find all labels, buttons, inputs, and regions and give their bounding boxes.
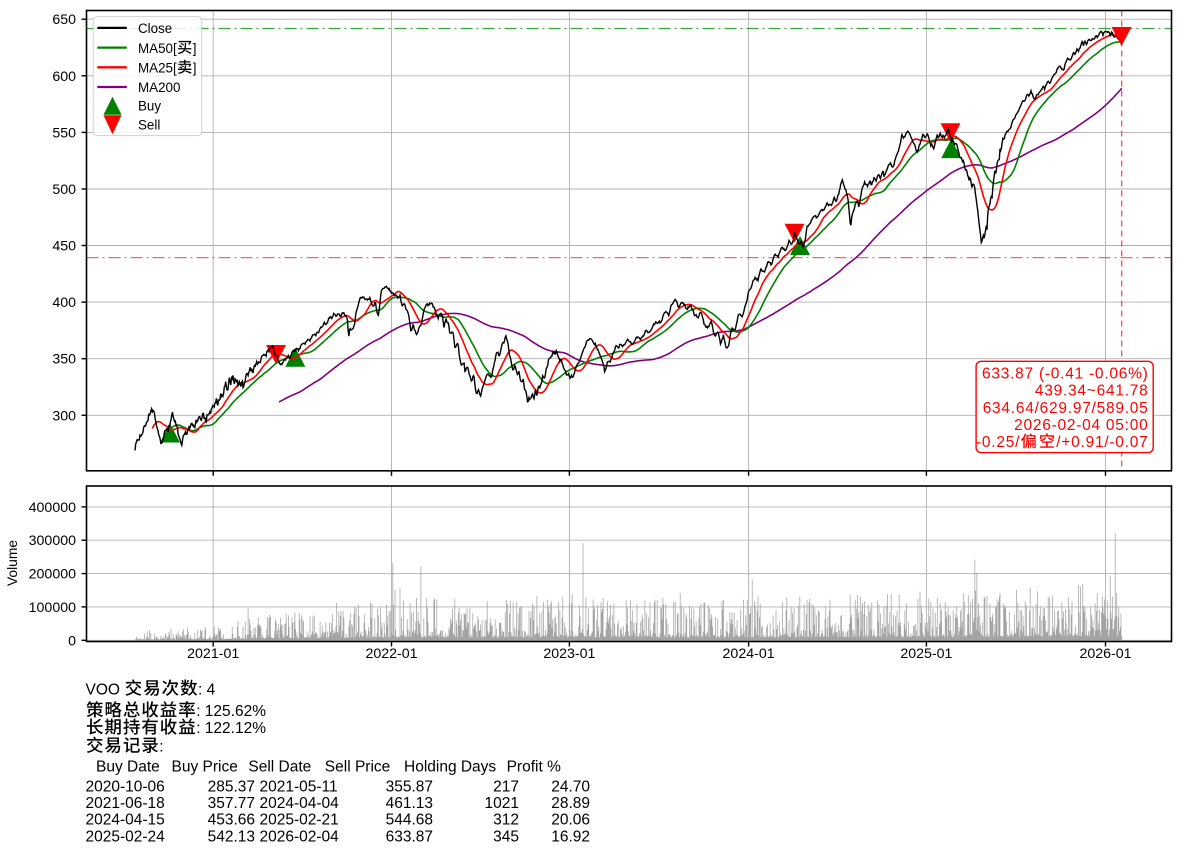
svg-text:439.34~641.78: 439.34~641.78 bbox=[1035, 383, 1149, 400]
svg-text:Volume: Volume bbox=[5, 540, 20, 586]
svg-text:1021: 1021 bbox=[485, 795, 519, 812]
svg-text:2026-02-04: 2026-02-04 bbox=[260, 829, 340, 846]
svg-text:400000: 400000 bbox=[29, 500, 76, 516]
svg-text:650: 650 bbox=[52, 12, 76, 28]
svg-text:2021-06-18: 2021-06-18 bbox=[86, 795, 165, 812]
svg-text:550: 550 bbox=[52, 125, 76, 141]
svg-text:Sell Price: Sell Price bbox=[325, 759, 390, 776]
svg-text:MA50[: MA50[ bbox=[138, 41, 177, 56]
svg-text:542.13: 542.13 bbox=[208, 829, 255, 846]
svg-text:2026-01: 2026-01 bbox=[1079, 646, 1131, 662]
svg-text:24.70: 24.70 bbox=[551, 778, 590, 795]
svg-text:2023-01: 2023-01 bbox=[543, 646, 595, 662]
svg-text:312: 312 bbox=[493, 812, 519, 829]
svg-text:]: ] bbox=[193, 61, 197, 76]
svg-text:28.89: 28.89 bbox=[551, 795, 590, 812]
svg-text:461.13: 461.13 bbox=[386, 795, 433, 812]
svg-text:400: 400 bbox=[52, 295, 76, 311]
svg-text:300: 300 bbox=[52, 408, 76, 424]
svg-text:VOO: VOO bbox=[86, 681, 120, 698]
svg-text:2026-02-04 05:00: 2026-02-04 05:00 bbox=[1014, 417, 1148, 434]
svg-text:2025-02-21: 2025-02-21 bbox=[260, 812, 339, 829]
svg-text:285.37: 285.37 bbox=[208, 778, 255, 795]
svg-text:2021-05-11: 2021-05-11 bbox=[260, 778, 338, 795]
svg-text:2025-01: 2025-01 bbox=[900, 646, 952, 662]
svg-text:0: 0 bbox=[68, 633, 76, 649]
svg-text:600: 600 bbox=[52, 69, 76, 85]
svg-text:2022-01: 2022-01 bbox=[365, 646, 417, 662]
svg-text:2025-02-24: 2025-02-24 bbox=[86, 829, 166, 846]
svg-text:633.87 (-0.41 -0.06%): 633.87 (-0.41 -0.06%) bbox=[982, 366, 1149, 383]
svg-text:: 125.62%: : 125.62% bbox=[196, 703, 266, 720]
svg-text:200000: 200000 bbox=[29, 567, 76, 583]
svg-text:500: 500 bbox=[52, 182, 76, 198]
svg-text:Profit %: Profit % bbox=[507, 759, 561, 776]
svg-text:]: ] bbox=[193, 41, 197, 56]
svg-text:2020-10-06: 2020-10-06 bbox=[86, 778, 165, 795]
svg-text::: : bbox=[159, 739, 163, 756]
svg-text:Buy Price: Buy Price bbox=[172, 759, 238, 776]
svg-text:544.68: 544.68 bbox=[386, 812, 433, 829]
svg-text:2021-01: 2021-01 bbox=[187, 646, 239, 662]
svg-text:634.64/629.97/589.05: 634.64/629.97/589.05 bbox=[983, 400, 1149, 417]
svg-text:355.87: 355.87 bbox=[386, 778, 433, 795]
svg-text:20.06: 20.06 bbox=[551, 812, 590, 829]
svg-text:2024-01: 2024-01 bbox=[723, 646, 775, 662]
svg-text:217: 217 bbox=[493, 778, 519, 795]
svg-text:MA25[: MA25[ bbox=[138, 61, 177, 76]
svg-text:453.66: 453.66 bbox=[208, 812, 255, 829]
svg-text:345: 345 bbox=[493, 829, 519, 846]
svg-text:16.92: 16.92 bbox=[551, 829, 590, 846]
svg-text:357.77: 357.77 bbox=[208, 795, 255, 812]
svg-text:MA200: MA200 bbox=[138, 80, 180, 95]
svg-text:Sell: Sell bbox=[138, 118, 160, 133]
svg-text:2024-04-04: 2024-04-04 bbox=[260, 795, 340, 812]
svg-text:Buy Date: Buy Date bbox=[96, 759, 160, 776]
svg-text:-0.25/: -0.25/ bbox=[976, 434, 1020, 451]
svg-text:Holding Days: Holding Days bbox=[404, 759, 496, 776]
svg-text:300000: 300000 bbox=[29, 533, 76, 549]
svg-text:633.87: 633.87 bbox=[386, 829, 433, 846]
svg-text:Close: Close bbox=[138, 21, 172, 36]
svg-text:2024-04-15: 2024-04-15 bbox=[86, 812, 165, 829]
svg-text:: 122.12%: : 122.12% bbox=[196, 720, 266, 737]
svg-text:/+0.91/-0.07: /+0.91/-0.07 bbox=[1056, 434, 1148, 451]
svg-text:Buy: Buy bbox=[138, 99, 161, 114]
svg-text:Sell Date: Sell Date bbox=[248, 759, 311, 776]
svg-text:350: 350 bbox=[52, 352, 76, 368]
svg-text:: 4: : 4 bbox=[198, 681, 216, 698]
svg-text:450: 450 bbox=[52, 239, 76, 255]
svg-text:100000: 100000 bbox=[29, 600, 76, 616]
